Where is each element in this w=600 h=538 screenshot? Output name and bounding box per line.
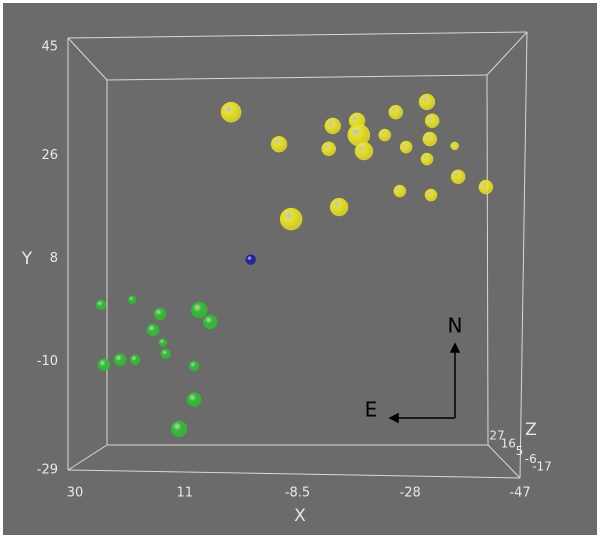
scatter-point (95, 299, 107, 311)
x-tick-label: -47 (509, 486, 530, 501)
scatter-point (191, 301, 208, 319)
scatter-point (270, 135, 288, 153)
scatter-point (424, 188, 438, 202)
scatter-point (170, 420, 188, 438)
compass-east: E (365, 398, 378, 422)
x-tick-label: -8.5 (285, 486, 310, 501)
scatter-point (97, 358, 111, 372)
z-tick-label: 16 (501, 436, 516, 450)
scatter-point (202, 314, 218, 330)
scatter-point (420, 152, 434, 166)
scatter-point (354, 141, 374, 161)
y-tick-label: 45 (41, 40, 58, 55)
scatter-point (424, 113, 440, 129)
scatter-point (399, 140, 413, 154)
compass (388, 342, 461, 424)
scatter-point (245, 254, 256, 265)
y-axis-label: Y (21, 249, 33, 269)
x-axis-label: X (294, 506, 306, 526)
scatter-point (478, 179, 494, 195)
scatter-point (146, 323, 160, 337)
scatter-point (158, 338, 168, 347)
z-axis-label: Z (525, 420, 537, 440)
y-tick-label: -10 (37, 354, 58, 369)
scatter-point (422, 131, 438, 147)
scatter-point (324, 117, 341, 135)
scatter-point (329, 197, 349, 217)
compass-north: N (448, 314, 463, 338)
z-tick-label: 5 (516, 444, 524, 458)
scatter-point (186, 392, 202, 407)
x-tick-label: 30 (67, 486, 84, 501)
scatter-point (418, 93, 436, 111)
z-tick-label: -6 (525, 452, 537, 466)
scatter-point (129, 354, 141, 365)
y-tick-label: 26 (41, 148, 58, 163)
scatter-point (113, 353, 127, 366)
y-tick-label: 8 (50, 251, 58, 266)
scatter-point (378, 128, 392, 142)
scatter-point (160, 348, 171, 360)
bounding-box (67, 31, 528, 479)
scatter-point (127, 295, 137, 304)
scatter-point (321, 141, 336, 157)
x-tick-label: -28 (400, 486, 421, 501)
scatter-point (220, 101, 242, 123)
x-tick-label: 11 (177, 486, 194, 501)
scatter-point (153, 307, 167, 321)
scatter-point (450, 169, 466, 185)
scatter-point (450, 141, 459, 151)
z-tick-label: -17 (532, 460, 552, 474)
z-tick-label: 27 (489, 429, 504, 443)
scatter-point (388, 104, 404, 120)
scatter-point (279, 207, 303, 231)
y-tick-label: -29 (37, 463, 58, 478)
scatter-point (188, 360, 200, 372)
scatter-point (393, 184, 407, 198)
plot-background (3, 3, 597, 535)
